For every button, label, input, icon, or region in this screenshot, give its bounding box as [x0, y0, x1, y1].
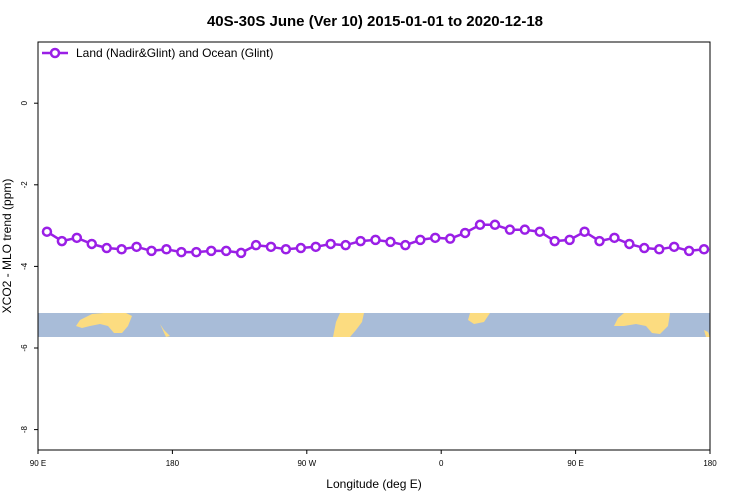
data-point — [519, 224, 531, 235]
legend-marker — [49, 47, 61, 59]
data-point — [579, 226, 590, 237]
data-point — [594, 235, 605, 247]
y-tick-label: -6 — [20, 344, 29, 352]
x-axis: 90 E 180 90 W 0 90 E 180 — [30, 450, 717, 468]
x-tick-label: 90 W — [297, 459, 316, 468]
data-point — [415, 234, 426, 246]
ocean-band — [38, 313, 710, 337]
y-axis-label: XCO2 - MLO trend (ppm) — [0, 179, 14, 314]
legend-label: Land (Nadir&Glint) and Ocean (Glint) — [76, 46, 273, 60]
data-point — [101, 242, 112, 254]
plot-frame — [37, 41, 711, 451]
data-point — [668, 241, 680, 253]
data-point — [116, 244, 127, 255]
data-point — [146, 245, 157, 257]
land-shape — [704, 330, 710, 337]
x-tick-label: 90 E — [567, 459, 583, 468]
y-tick-label: -8 — [20, 425, 29, 433]
data-point — [310, 241, 322, 253]
data-point — [459, 227, 471, 239]
data-point — [653, 244, 665, 255]
legend: Land (Nadir&Glint) and Ocean (Glint) — [42, 46, 273, 60]
data-point — [429, 232, 441, 244]
data-point — [235, 247, 247, 259]
data-point — [41, 226, 53, 237]
land-shape — [333, 313, 364, 337]
x-tick-label: 90 E — [30, 459, 46, 468]
data-point — [191, 246, 202, 258]
data-point — [698, 244, 710, 255]
data-point — [564, 234, 575, 246]
data-point — [683, 245, 695, 257]
series-layer — [41, 219, 710, 259]
y-axis: 0 -2 -4 -6 -8 — [20, 100, 38, 433]
data-point — [295, 242, 307, 254]
data-point — [400, 239, 411, 251]
data-point — [71, 232, 83, 244]
data-point — [370, 234, 381, 246]
x-axis-label: Longitude (deg E) — [326, 477, 421, 491]
land-shape — [614, 313, 670, 334]
data-point — [474, 219, 486, 231]
map-strip — [38, 313, 710, 337]
data-point — [161, 244, 172, 255]
data-point — [609, 232, 620, 244]
land-shape — [468, 313, 490, 324]
y-tick-label: 0 — [20, 100, 29, 105]
data-point — [444, 233, 456, 244]
chart-title: 40S-30S June (Ver 10) 2015-01-01 to 2020… — [207, 13, 543, 30]
data-point — [504, 224, 516, 235]
y-tick-label: -2 — [20, 181, 29, 189]
data-point — [205, 245, 217, 257]
data-point — [489, 219, 501, 231]
y-tick-label: -4 — [20, 262, 29, 270]
data-point — [325, 238, 336, 250]
data-point — [250, 239, 262, 251]
land-shape — [160, 324, 170, 337]
data-point — [56, 235, 68, 247]
data-point — [176, 246, 187, 258]
data-point — [549, 235, 560, 247]
data-point — [355, 235, 366, 247]
data-point — [639, 242, 650, 254]
data-point — [131, 241, 142, 253]
data-point — [534, 226, 546, 237]
data-point — [220, 245, 232, 257]
data-point — [624, 238, 635, 250]
data-point — [86, 238, 98, 250]
data-point — [265, 241, 277, 253]
land-shape — [76, 313, 132, 333]
data-point — [280, 244, 292, 255]
x-tick-label: 180 — [166, 459, 180, 468]
x-tick-label: 0 — [439, 459, 444, 468]
data-point — [340, 239, 351, 251]
x-tick-label: 180 — [703, 459, 717, 468]
data-point — [385, 236, 396, 248]
